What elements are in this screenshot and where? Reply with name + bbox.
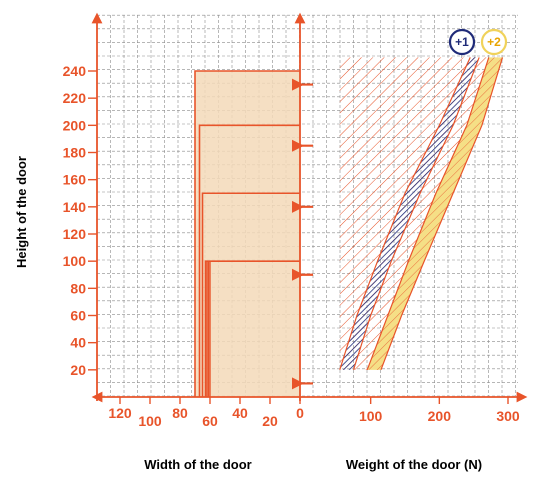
width-tick-label: 60	[202, 413, 218, 429]
y-tick-label: 180	[63, 145, 87, 161]
series-badge	[480, 28, 508, 56]
width-tick-label: 80	[172, 405, 188, 421]
y-tick-label: 200	[63, 117, 87, 133]
weight-tick-label: 300	[496, 408, 520, 424]
door-rectangles	[194, 70, 300, 397]
y-tick-label: 220	[63, 90, 87, 106]
width-tick-label: 120	[108, 405, 132, 421]
band-plus-1	[339, 57, 480, 370]
y-tick-label: 160	[63, 172, 87, 188]
width-tick-label: 100	[138, 413, 162, 429]
axes	[91, 12, 528, 403]
weight-tick-labels: 100 200 300	[359, 397, 520, 424]
width-tick-labels: 120 100 80 60 40 20 0	[108, 397, 304, 429]
series-badges: +1 +2	[448, 28, 508, 56]
series-badge-label: +2	[487, 35, 501, 49]
y-tick-labels: 20 40 60 80 100 120 140 160 180 200 220 240	[63, 63, 97, 378]
weight-tick-label: 200	[428, 408, 452, 424]
y-tick-label: 140	[63, 199, 87, 215]
band-plus-1-edge	[339, 57, 471, 371]
width-tick-label: 40	[232, 405, 248, 421]
door-area-fill	[195, 71, 300, 397]
y-tick-label: 120	[63, 226, 87, 242]
weight-bands	[339, 57, 504, 371]
band-plus-2	[367, 57, 503, 370]
width-axis-title: Width of the door	[144, 457, 251, 472]
y-axis-title: Height of the door	[14, 156, 29, 268]
pivot-markers	[292, 78, 313, 390]
door-size-outline	[204, 260, 300, 397]
series-badge	[448, 28, 476, 56]
band-plus-2-edge	[380, 57, 504, 371]
weight-axis-title: Weight of the door (N)	[346, 457, 482, 472]
y-tick-label: 240	[63, 63, 87, 79]
y-tick-label: 100	[63, 253, 87, 269]
y-tick-label: 40	[70, 335, 86, 351]
door-size-outline	[198, 124, 300, 397]
y-tick-label: 60	[70, 308, 86, 324]
y-tick-label: 80	[70, 280, 86, 296]
width-tick-label: 0	[296, 405, 304, 421]
weight-tick-label: 100	[359, 408, 383, 424]
door-size-outline	[201, 192, 300, 397]
series-badge-label: +1	[455, 35, 469, 49]
width-tick-label: 20	[262, 413, 278, 429]
door-size-outline	[194, 70, 300, 397]
y-tick-label: 20	[70, 362, 86, 378]
band-plus-1-edge	[352, 57, 480, 371]
band-plus-2-edge	[366, 57, 490, 371]
